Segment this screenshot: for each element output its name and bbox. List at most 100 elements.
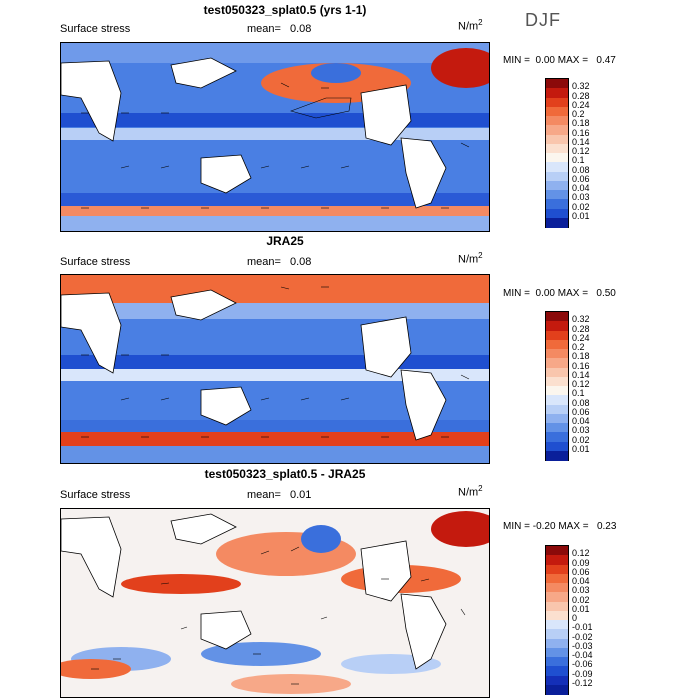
colorbar-tick-label: 0.28	[572, 90, 590, 101]
colorbar-swatch	[546, 143, 568, 154]
colorbar-swatch	[546, 395, 568, 405]
panel-1-minmax: MIN = 0.00 MAX = 0.47	[503, 55, 616, 66]
colorbar-tick-label: 0.04	[572, 416, 590, 426]
colorbar-tick-label: 0.02	[572, 594, 590, 605]
colorbar-tick-label: 0.01	[572, 210, 590, 221]
colorbar-swatch	[546, 367, 568, 378]
colorbar-tick-label: -0.12	[572, 677, 593, 688]
colorbar-tick-label: -0.01	[572, 622, 593, 633]
colorbar-swatch	[546, 620, 568, 630]
colorbar-swatch	[546, 125, 568, 135]
colorbar-swatch	[546, 573, 568, 584]
panel-2-unit: N/m2	[458, 251, 483, 266]
colorbar-tick-label: 0.24	[572, 99, 590, 110]
colorbar-swatch	[546, 610, 568, 621]
colorbar-tick-label: 0.08	[572, 397, 590, 408]
colorbar-swatch	[546, 404, 568, 415]
panel-3-minmax: MIN = -0.20 MAX = 0.23	[503, 521, 617, 532]
colorbar-tick-label: 0.16	[572, 127, 590, 138]
colorbar-tick-label: 0.03	[572, 585, 590, 596]
colorbar-tick-label: 0.24	[572, 332, 590, 343]
colorbar-tick-label: 0.12	[572, 548, 590, 559]
panel-2-mean-label: mean=	[247, 256, 281, 268]
colorbar-swatch	[546, 134, 568, 145]
colorbar-swatch	[546, 79, 568, 89]
colorbar-swatch	[546, 312, 568, 322]
colorbar-tick-label: -0.09	[572, 668, 593, 679]
colorbar-swatch	[546, 638, 568, 649]
colorbar-tick-label: -0.04	[572, 650, 593, 660]
colorbar-swatch	[546, 162, 568, 172]
colorbar-swatch	[546, 358, 568, 368]
panel-2-colorbar	[545, 311, 569, 461]
colorbar-swatch	[546, 330, 568, 341]
colorbar-tick-label: 0.32	[572, 81, 590, 92]
colorbar-swatch	[546, 413, 568, 424]
season-label: DJF	[525, 10, 561, 30]
colorbar-swatch	[546, 88, 568, 98]
panel-3-title: test050323_splat0.5 - JRA25	[204, 467, 366, 481]
colorbar-swatch	[546, 199, 568, 209]
panel-2-field	[61, 275, 489, 463]
colorbar-tick-label: 0	[572, 613, 578, 623]
colorbar-swatch	[546, 171, 568, 182]
colorbar-tick-label: 0.1	[572, 388, 585, 399]
panel-1-unit: N/m2	[458, 18, 483, 33]
colorbar-swatch	[546, 432, 568, 442]
colorbar-tick-label: 0.18	[572, 351, 590, 362]
colorbar-swatch	[546, 666, 568, 676]
colorbar-swatch	[546, 208, 568, 219]
panel-1-map	[60, 42, 490, 232]
colorbar-swatch	[546, 564, 568, 575]
panel-1-title: test050323_splat0.5 (yrs 1-1)	[203, 3, 367, 17]
panel-2-title: JRA25	[266, 234, 304, 248]
colorbar-swatch	[546, 376, 568, 387]
colorbar-swatch	[546, 97, 568, 108]
panel-2-map	[60, 274, 490, 464]
colorbar-swatch	[546, 116, 568, 126]
colorbar-swatch	[546, 349, 568, 359]
colorbar-tick-label: 0.03	[572, 425, 590, 436]
colorbar-tick-label: 0.02	[572, 201, 590, 212]
colorbar-swatch	[546, 441, 568, 452]
colorbar-tick-label: 0.1	[572, 155, 585, 166]
colorbar-swatch	[546, 450, 568, 461]
colorbar-tick-label: 0.04	[572, 183, 590, 193]
panel-1-variable-label: Surface stress	[60, 23, 131, 35]
colorbar-tick-label: 0.09	[572, 557, 590, 568]
panel-1-colorbar	[545, 78, 569, 228]
colorbar-tick-label: 0.02	[572, 434, 590, 445]
colorbar-swatch	[546, 647, 568, 658]
panel-3-colorbar	[545, 545, 569, 695]
panel-3-variable-label: Surface stress	[60, 489, 131, 501]
colorbar-tick-label: 0.12	[572, 379, 590, 389]
colorbar-swatch	[546, 555, 568, 565]
panel-1-mean-label: mean=	[247, 23, 281, 35]
colorbar-swatch	[546, 180, 568, 191]
colorbar-tick-label: 0.12	[572, 146, 590, 156]
colorbar-swatch	[546, 106, 568, 117]
colorbar-tick-label: 0.01	[572, 603, 590, 614]
colorbar-tick-label: 0.2	[572, 109, 585, 119]
colorbar-tick-label: 0.16	[572, 360, 590, 371]
colorbar-swatch	[546, 423, 568, 433]
colorbar-tick-label: 0.32	[572, 314, 590, 325]
colorbar-swatch	[546, 321, 568, 331]
colorbar-tick-label: 0.2	[572, 342, 585, 352]
colorbar-tick-label: 0.06	[572, 406, 590, 417]
colorbar-tick-label: -0.02	[572, 631, 593, 642]
colorbar-swatch	[546, 583, 568, 593]
colorbar-swatch	[546, 684, 568, 695]
colorbar-tick-label: 0.14	[572, 369, 590, 380]
colorbar-tick-label: 0.28	[572, 323, 590, 334]
panel-2-variable-label: Surface stress	[60, 256, 131, 268]
panel-3-mean-value: 0.01	[290, 489, 312, 501]
panel-3-mean-label: mean=	[247, 489, 281, 501]
colorbar-tick-label: 0.03	[572, 192, 590, 203]
colorbar-swatch	[546, 657, 568, 667]
colorbar-swatch	[546, 546, 568, 556]
panel-1-field	[61, 43, 489, 231]
colorbar-swatch	[546, 675, 568, 686]
colorbar-tick-label: -0.06	[572, 659, 593, 670]
panel-3-map	[60, 508, 490, 698]
